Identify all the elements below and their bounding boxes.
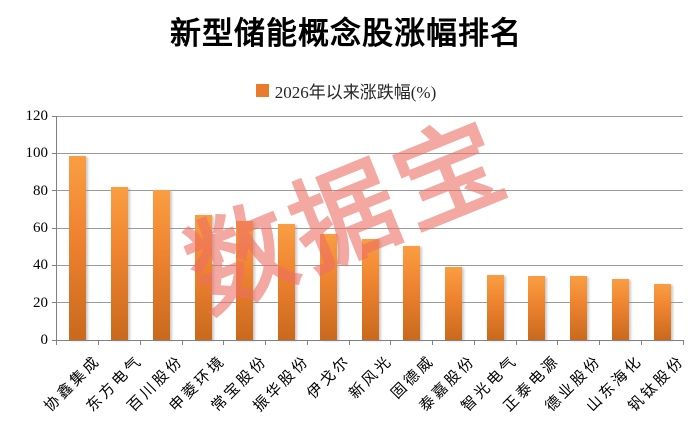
bar	[486, 275, 504, 340]
y-axis-label: 40	[33, 257, 48, 274]
bar	[194, 214, 212, 340]
x-axis-tick	[432, 341, 434, 345]
y-axis-label: 100	[25, 145, 49, 162]
bar	[152, 189, 170, 340]
y-axis-tick	[52, 115, 56, 117]
x-axis-tick	[98, 341, 100, 345]
plot-area: 0 20 40 60 80 100 120 协鑫集成 东方电气 百川股份 申菱环境 常宝股份 振华股份伊…	[26, 108, 689, 415]
chart-title: 新型储能概念股涨幅排名	[170, 16, 522, 51]
x-axis-tick	[473, 341, 475, 345]
x-axis-tick	[557, 341, 559, 345]
x-axis-tick	[682, 341, 684, 345]
gridline	[57, 190, 683, 192]
x-axis-tick	[348, 341, 350, 345]
legend-label: 2026年以来涨跌幅(%)	[274, 83, 437, 102]
bar	[570, 275, 588, 340]
bar	[319, 233, 337, 340]
y-axis-label: 60	[33, 220, 48, 236]
gridline	[57, 152, 683, 154]
x-axis-tick	[306, 341, 308, 345]
bar	[611, 279, 629, 340]
y-axis-tick	[52, 302, 56, 304]
bar	[528, 275, 546, 340]
y-axis-label: 80	[33, 182, 48, 199]
x-axis-tick	[265, 341, 267, 345]
x-axis-tick	[599, 341, 601, 345]
y-axis-label: 0	[40, 332, 49, 348]
x-axis-tick	[640, 341, 642, 345]
bar	[278, 224, 296, 340]
x-axis-tick	[223, 341, 225, 345]
bar	[444, 267, 462, 340]
y-axis-tick	[52, 227, 56, 229]
y-axis-tick	[52, 339, 56, 341]
y-axis-tick	[52, 264, 56, 266]
gridline	[57, 227, 683, 229]
bar	[653, 284, 671, 340]
y-axis-label: 20	[33, 294, 48, 311]
x-axis-tick	[139, 341, 141, 345]
y-axis-line	[56, 116, 57, 345]
x-axis-tick	[181, 341, 183, 345]
legend-swatch-icon	[255, 84, 269, 97]
gridline	[57, 115, 683, 117]
x-axis-tick	[390, 341, 392, 345]
bar	[111, 186, 129, 340]
bar	[236, 221, 254, 340]
y-axis-label: 120	[25, 108, 49, 124]
x-axis-line	[53, 340, 684, 341]
bar	[69, 156, 87, 340]
x-axis-tick	[515, 341, 517, 345]
y-axis-tick	[52, 152, 56, 154]
legend: 2026年以来涨跌幅(%)	[0, 78, 692, 103]
bar	[361, 239, 379, 340]
bar	[403, 245, 421, 340]
y-axis-tick	[52, 190, 56, 192]
